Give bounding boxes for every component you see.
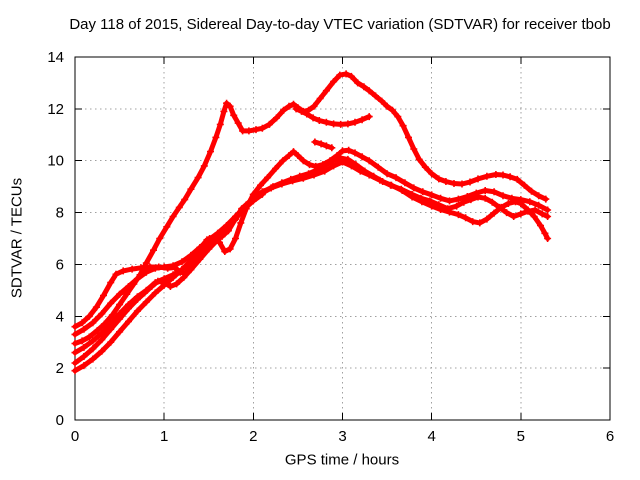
y-tick-label: 6 bbox=[56, 256, 64, 273]
trace-markers bbox=[311, 138, 336, 152]
trace-line bbox=[312, 139, 335, 151]
y-tick-label: 0 bbox=[56, 412, 64, 429]
x-tick-label: 1 bbox=[160, 428, 168, 445]
gridlines bbox=[75, 57, 610, 420]
y-tick-label: 10 bbox=[47, 153, 64, 170]
trace-markers bbox=[292, 105, 373, 128]
x-tick-label: 3 bbox=[338, 428, 346, 445]
trace-markers bbox=[71, 184, 275, 338]
axes bbox=[74, 56, 611, 421]
trace-markers bbox=[71, 158, 552, 367]
chart-title: Day 118 of 2015, Sidereal Day-to-day VTE… bbox=[69, 16, 611, 33]
sat-trace-5 bbox=[71, 158, 552, 367]
y-tick-label: 12 bbox=[47, 101, 64, 118]
sat-trace-8 bbox=[311, 138, 336, 152]
x-tick-label: 2 bbox=[249, 428, 257, 445]
y-tick-label: 14 bbox=[47, 49, 64, 66]
x-axis-title: GPS time / hours bbox=[284, 451, 400, 469]
y-tick-label: 4 bbox=[56, 308, 64, 325]
x-tick-label: 6 bbox=[606, 428, 614, 445]
trace-line bbox=[72, 185, 274, 337]
data-traces bbox=[71, 70, 552, 375]
y-tick-label: 2 bbox=[56, 360, 64, 377]
sat-trace-7 bbox=[71, 184, 275, 338]
x-tick-label: 0 bbox=[71, 428, 79, 445]
x-tick-label: 5 bbox=[517, 428, 525, 445]
x-tick-label: 4 bbox=[427, 428, 435, 445]
y-tick-label: 8 bbox=[56, 205, 64, 222]
sat-trace-2 bbox=[292, 105, 373, 128]
